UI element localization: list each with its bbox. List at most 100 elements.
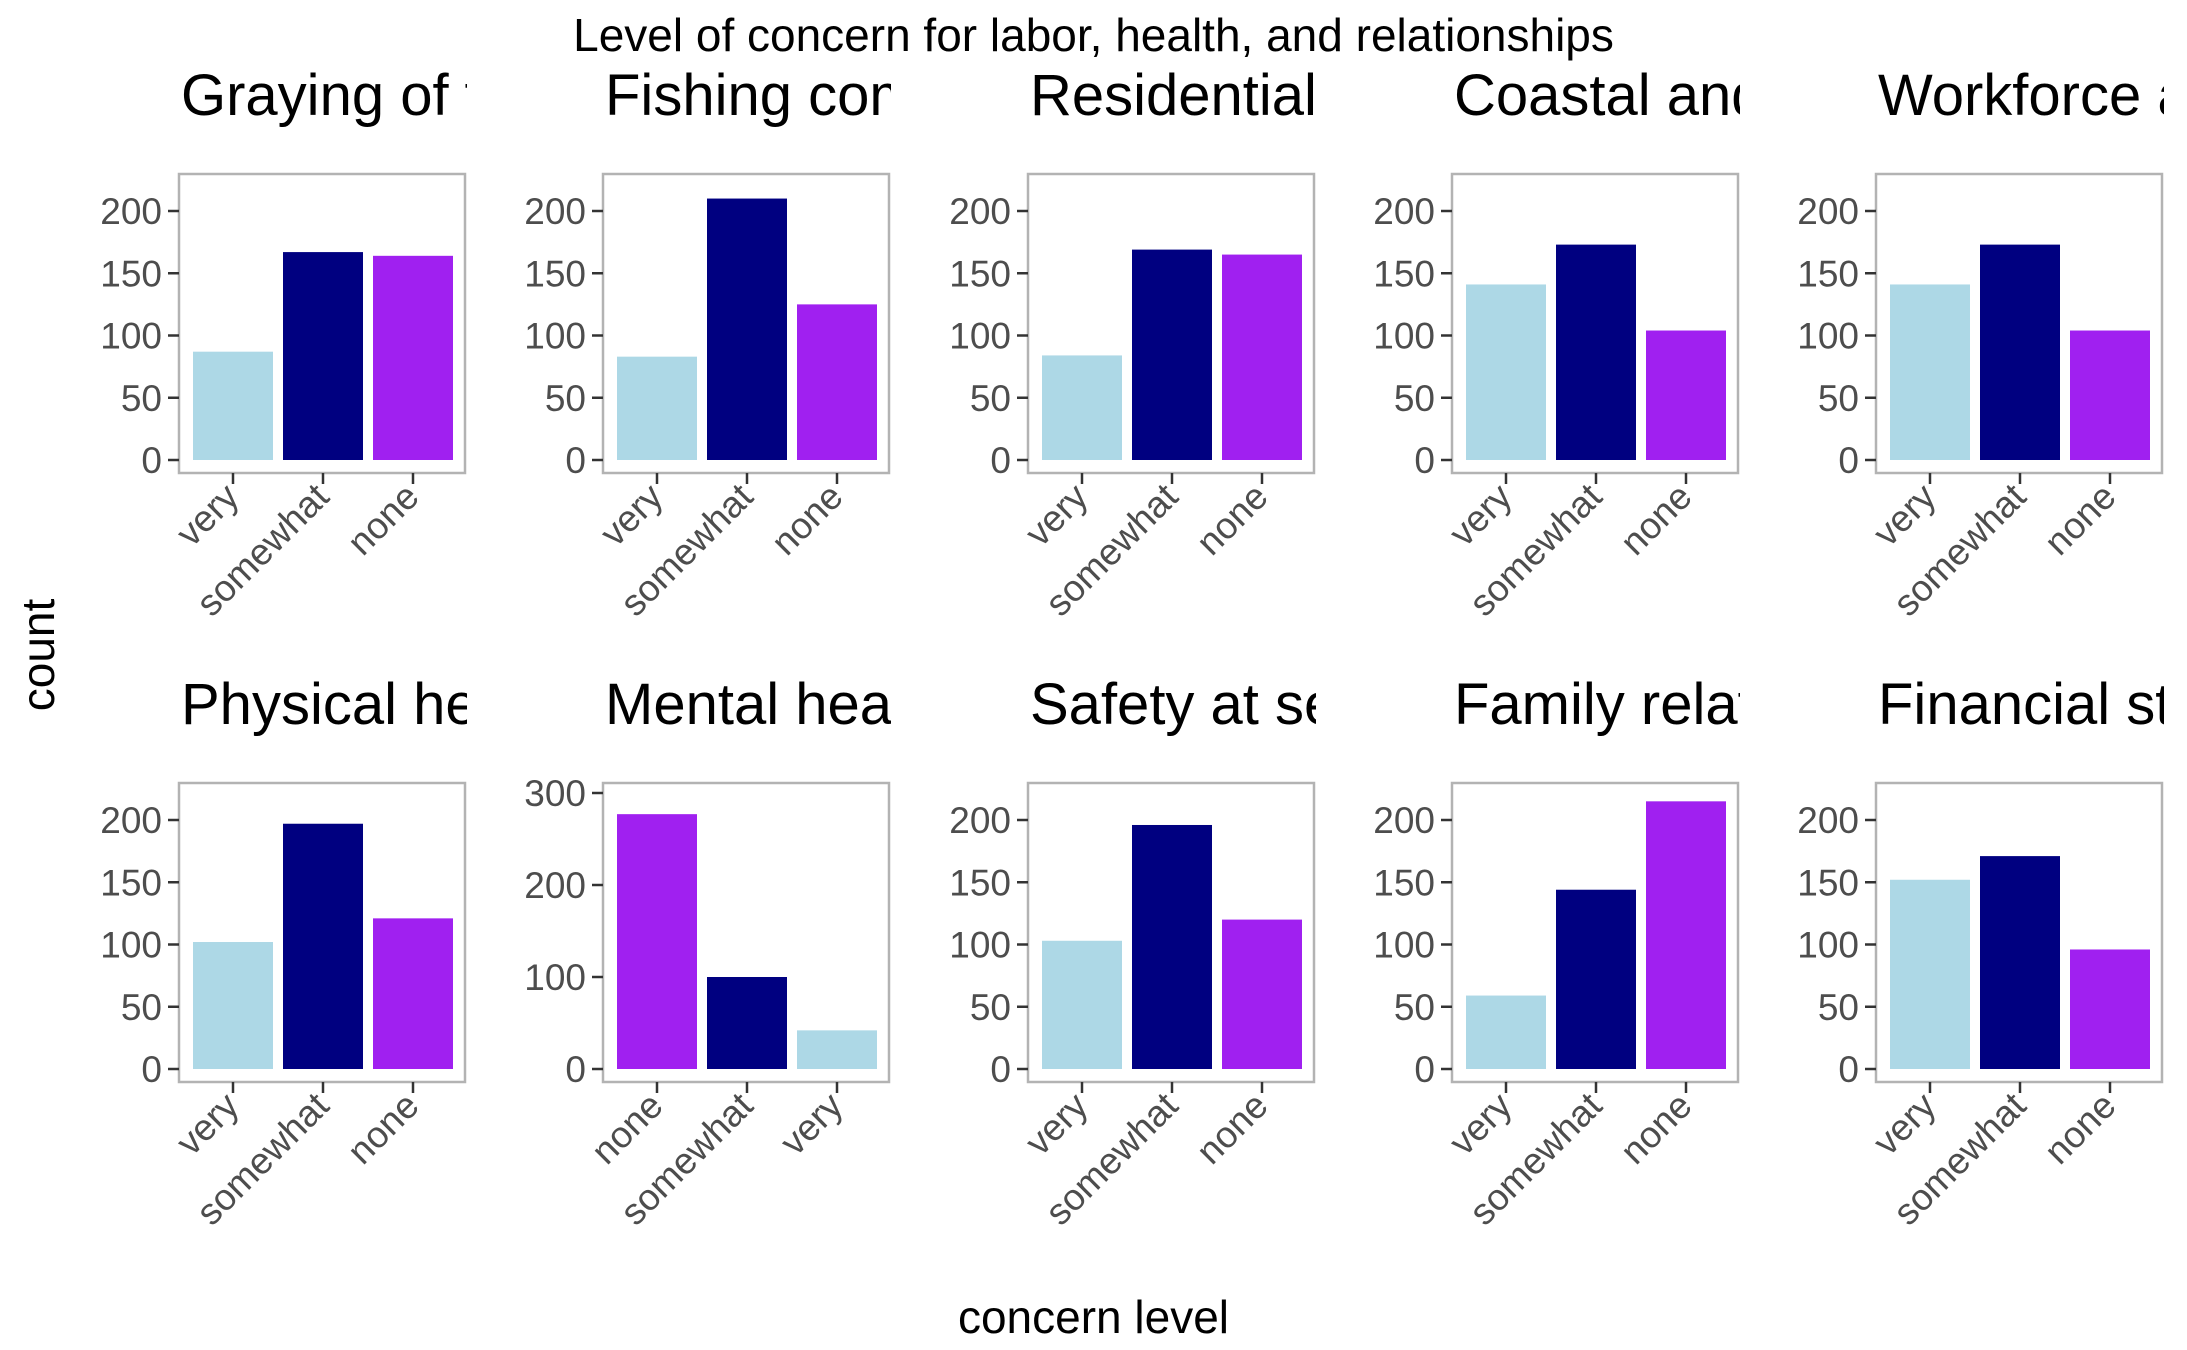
y-tick-label: 0 [565, 1049, 586, 1090]
bar-none [1646, 801, 1726, 1069]
bar-none [1222, 919, 1302, 1069]
panel-title: Family relat [1454, 672, 1754, 737]
y-tick-label: 200 [1797, 800, 1859, 841]
y-tick-label: 100 [100, 925, 162, 966]
y-tick-label: 150 [1373, 253, 1435, 294]
bar-very [797, 1030, 877, 1069]
bar-somewhat [707, 977, 787, 1069]
y-tick-label: 50 [1818, 987, 1859, 1028]
y-tick-label: 100 [1797, 925, 1859, 966]
y-tick-label: 200 [1373, 800, 1435, 841]
bar-very [1042, 940, 1122, 1069]
bar-none [2070, 330, 2150, 460]
bar-very [1466, 284, 1546, 460]
y-tick-label: 200 [100, 191, 162, 232]
x-tick-label: very [168, 1084, 247, 1163]
x-tick-label: none [1188, 476, 1275, 563]
x-tick-label: very [592, 475, 671, 554]
x-tick-label: none [1188, 1085, 1275, 1172]
y-tick-label: 100 [1373, 316, 1435, 357]
panel-title: Residential [1030, 63, 1317, 128]
bar-somewhat [707, 198, 787, 461]
y-tick-label: 50 [1394, 378, 1435, 419]
x-tick-label: very [1865, 475, 1944, 554]
bar-somewhat [1980, 244, 2060, 460]
y-tick-label: 50 [970, 378, 1011, 419]
y-tick-label: 0 [1414, 440, 1435, 481]
panel-title: Workforce a [1878, 63, 2187, 128]
y-tick-label: 0 [141, 1049, 162, 1090]
y-tick-label: 0 [1838, 1049, 1859, 1090]
panel-title: Physical hea [181, 672, 511, 737]
y-tick-label: 0 [990, 1049, 1011, 1090]
y-tick-label: 150 [1373, 862, 1435, 903]
y-tick-label: 100 [524, 957, 586, 998]
y-tick-label: 100 [1797, 316, 1859, 357]
chart-title: Level of concern for labor, health, and … [573, 9, 1614, 61]
bar-somewhat [283, 252, 363, 460]
y-tick-label: 200 [100, 800, 162, 841]
x-tick-label: none [2036, 1085, 2123, 1172]
panel-title: Safety at se [1030, 672, 1336, 737]
panel-title: Coastal and [1454, 63, 1764, 128]
y-tick-label: 100 [1373, 925, 1435, 966]
y-tick-label: 100 [949, 316, 1011, 357]
bar-somewhat [283, 823, 363, 1069]
y-tick-label: 150 [524, 253, 586, 294]
bar-somewhat [1980, 856, 2060, 1069]
bar-very [1890, 284, 1970, 460]
bar-very [193, 351, 273, 460]
bar-very [1890, 879, 1970, 1069]
y-tick-label: 300 [524, 773, 586, 814]
bar-none [2070, 949, 2150, 1069]
bar-none [373, 255, 453, 460]
x-tick-label: very [1017, 1084, 1096, 1163]
y-tick-label: 150 [949, 862, 1011, 903]
panel-title: Graying of t [181, 63, 481, 128]
x-tick-label: very [168, 475, 247, 554]
x-tick-label: very [772, 1084, 851, 1163]
x-axis-label: concern level [957, 1291, 1230, 1343]
bar-none [373, 918, 453, 1069]
x-tick-label: none [339, 1085, 426, 1172]
y-tick-label: 150 [949, 253, 1011, 294]
y-tick-label: 200 [1797, 191, 1859, 232]
panel-title: Fishing com [605, 63, 918, 128]
x-tick-label: none [1612, 1085, 1699, 1172]
y-tick-label: 200 [524, 865, 586, 906]
x-tick-label: very [1017, 475, 1096, 554]
y-tick-label: 0 [1414, 1049, 1435, 1090]
y-tick-label: 50 [1394, 987, 1435, 1028]
y-tick-label: 150 [100, 253, 162, 294]
y-tick-label: 0 [565, 440, 586, 481]
y-tick-label: 150 [100, 862, 162, 903]
bar-none [1222, 254, 1302, 460]
bar-very [1466, 995, 1546, 1069]
x-tick-label: none [1612, 476, 1699, 563]
y-tick-label: 150 [1797, 253, 1859, 294]
x-tick-label: none [2036, 476, 2123, 563]
y-tick-label: 0 [990, 440, 1011, 481]
y-tick-label: 50 [121, 378, 162, 419]
bar-none [1646, 330, 1726, 460]
x-tick-label: very [1441, 1084, 1520, 1163]
x-tick-label: none [763, 476, 850, 563]
y-tick-label: 50 [1818, 378, 1859, 419]
y-tick-label: 100 [524, 316, 586, 357]
bar-somewhat [1132, 824, 1212, 1069]
bar-none [797, 304, 877, 460]
panel-title: Mental healt [605, 672, 921, 737]
y-tick-label: 50 [970, 987, 1011, 1028]
y-tick-label: 100 [949, 925, 1011, 966]
bar-none [617, 814, 697, 1069]
y-tick-label: 0 [141, 440, 162, 481]
y-tick-label: 150 [1797, 862, 1859, 903]
